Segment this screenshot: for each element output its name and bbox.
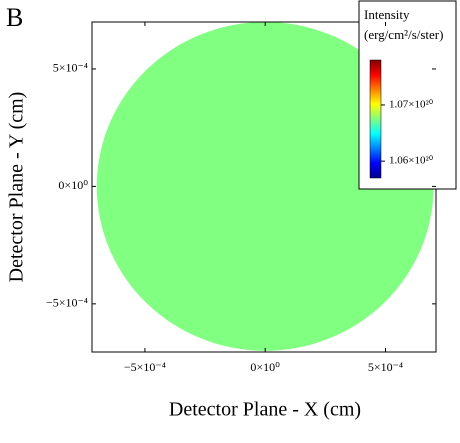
x-tick-label: 0×10⁰ <box>250 360 280 374</box>
colorbar-units: (erg/cm²/s/ster) <box>364 27 443 42</box>
y-tick-label: 0×10⁰ <box>58 178 88 192</box>
intensity-disk <box>96 22 434 351</box>
y-tick-label: 5×10⁻⁴ <box>53 61 88 75</box>
x-tick-label: −5×10⁻⁴ <box>124 360 166 374</box>
x-axis-title: Detector Plane - X (cm) <box>169 399 361 421</box>
colorbar-title: Intensity <box>364 7 410 22</box>
y-axis-title: Detector Plane - Y (cm) <box>6 92 28 283</box>
colorbar-tick-label: 1.06×10²⁰ <box>389 155 434 167</box>
y-tick-label: −5×10⁻⁴ <box>46 296 88 310</box>
colorbar <box>369 59 382 179</box>
x-tick-label: 5×10⁻⁴ <box>368 360 403 374</box>
panel-label: B <box>6 3 23 32</box>
colorbar-tick-label: 1.07×10²⁰ <box>389 98 434 110</box>
